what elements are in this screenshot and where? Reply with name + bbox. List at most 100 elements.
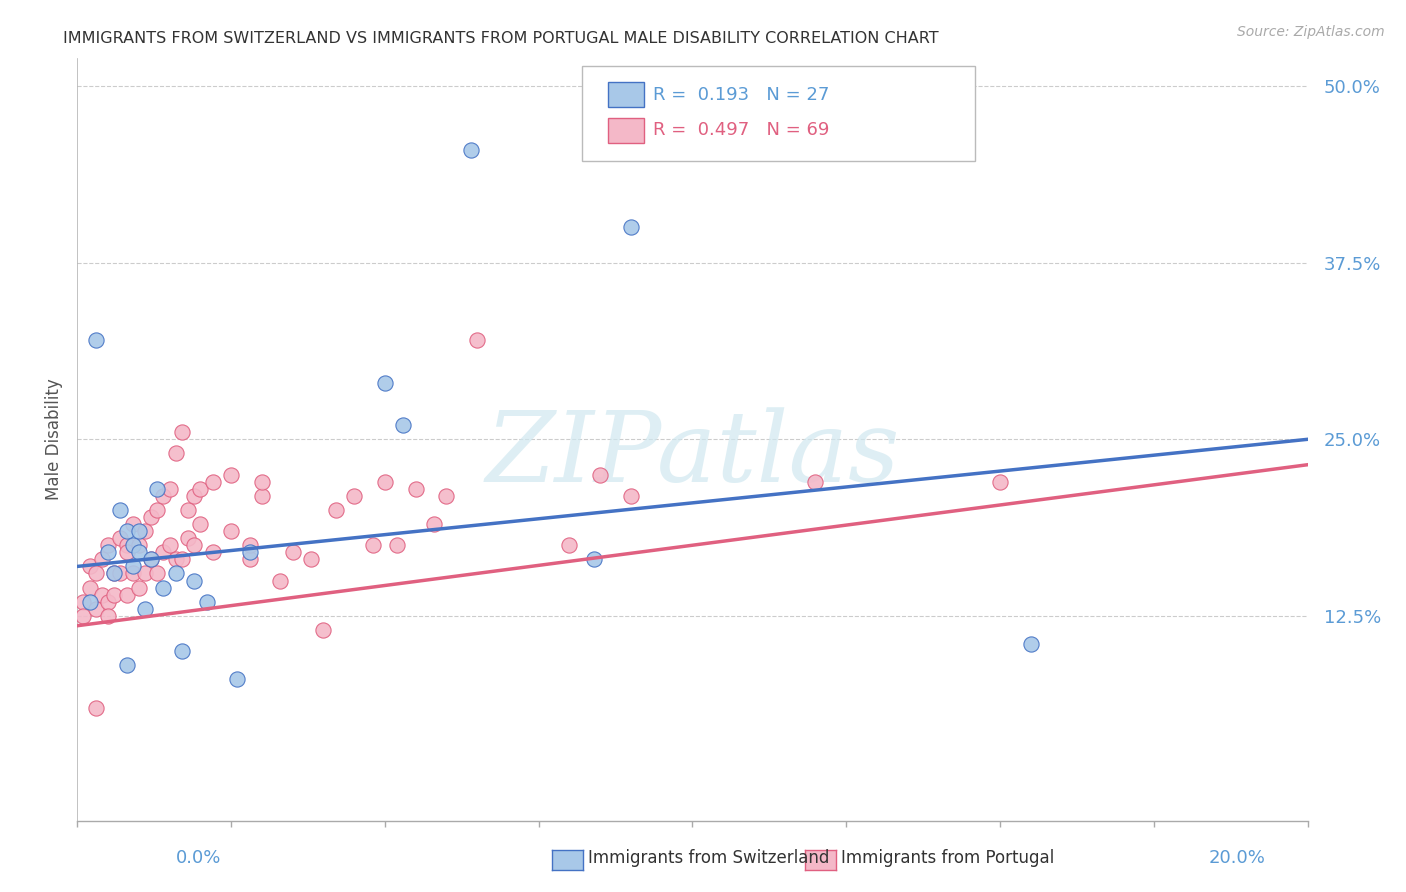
Point <box>201 545 224 559</box>
Point <box>159 538 181 552</box>
Point <box>115 588 138 602</box>
Point <box>269 574 291 588</box>
Point <box>128 545 150 559</box>
Point <box>239 545 262 559</box>
Point <box>392 418 415 433</box>
Point <box>374 376 396 390</box>
Point <box>165 566 187 581</box>
Point <box>325 503 347 517</box>
Text: Source: ZipAtlas.com: Source: ZipAtlas.com <box>1237 25 1385 39</box>
Point <box>72 608 94 623</box>
Text: ZIPatlas: ZIPatlas <box>485 407 900 502</box>
Text: R =  0.497   N = 69: R = 0.497 N = 69 <box>654 121 830 139</box>
Point <box>239 538 262 552</box>
Point <box>97 545 120 559</box>
Point <box>988 475 1011 489</box>
Point <box>219 467 242 482</box>
Y-axis label: Male Disability: Male Disability <box>45 378 63 500</box>
Text: 0.0%: 0.0% <box>176 849 221 867</box>
Point <box>177 531 200 545</box>
Point <box>226 673 249 687</box>
Point <box>385 538 409 552</box>
Point <box>250 475 273 489</box>
Point <box>436 489 458 503</box>
Point <box>146 482 169 496</box>
Point <box>558 538 581 552</box>
Point <box>188 517 212 532</box>
Point <box>804 475 827 489</box>
Point <box>620 220 643 235</box>
Point <box>583 552 606 566</box>
FancyBboxPatch shape <box>607 119 644 143</box>
Point <box>620 489 643 503</box>
Point <box>183 489 205 503</box>
Point <box>188 482 212 496</box>
Point <box>374 475 396 489</box>
Point <box>170 552 193 566</box>
Point <box>312 623 335 637</box>
Point <box>165 446 187 460</box>
Point <box>170 425 193 440</box>
Point <box>299 552 322 566</box>
Point <box>405 482 427 496</box>
Point <box>115 538 138 552</box>
Point <box>460 143 482 157</box>
Point <box>79 595 101 609</box>
Text: R =  0.193   N = 27: R = 0.193 N = 27 <box>654 86 830 103</box>
Point <box>177 503 200 517</box>
Point <box>134 566 156 581</box>
Point <box>165 552 187 566</box>
Point <box>152 545 174 559</box>
Text: 20.0%: 20.0% <box>1209 849 1265 867</box>
Point <box>110 531 132 545</box>
Point <box>239 552 262 566</box>
Point <box>152 581 174 595</box>
Point <box>423 517 446 532</box>
Point <box>97 538 120 552</box>
Point <box>72 595 94 609</box>
Point <box>121 517 143 532</box>
Point <box>134 524 156 538</box>
Point <box>159 482 181 496</box>
Point <box>343 489 366 503</box>
Point <box>110 503 132 517</box>
Point <box>115 545 138 559</box>
Point <box>141 510 163 524</box>
Point <box>90 552 114 566</box>
Point <box>103 588 125 602</box>
Point <box>281 545 304 559</box>
Point <box>465 334 488 348</box>
Point <box>141 552 163 566</box>
Point <box>128 538 150 552</box>
Point <box>103 566 125 581</box>
Text: Immigrants from Switzerland: Immigrants from Switzerland <box>588 849 830 867</box>
Point <box>115 524 138 538</box>
Point <box>84 700 107 714</box>
Point <box>219 524 242 538</box>
Point <box>128 581 150 595</box>
Point <box>121 538 143 552</box>
Point <box>201 475 224 489</box>
FancyBboxPatch shape <box>607 82 644 107</box>
Point <box>134 602 156 616</box>
Point <box>79 581 101 595</box>
Point <box>110 566 132 581</box>
Point <box>84 334 107 348</box>
Point <box>141 552 163 566</box>
Point <box>115 658 138 673</box>
Point <box>90 588 114 602</box>
Text: Immigrants from Portugal: Immigrants from Portugal <box>842 849 1054 867</box>
Point <box>128 524 150 538</box>
Point <box>97 595 120 609</box>
Point <box>361 538 384 552</box>
Point <box>195 595 218 609</box>
Point <box>97 608 120 623</box>
Point <box>152 489 174 503</box>
Point <box>121 566 143 581</box>
Point <box>1019 637 1042 651</box>
Point <box>183 538 205 552</box>
Point <box>589 467 612 482</box>
Point <box>103 566 125 581</box>
Point <box>84 566 107 581</box>
FancyBboxPatch shape <box>582 66 976 161</box>
